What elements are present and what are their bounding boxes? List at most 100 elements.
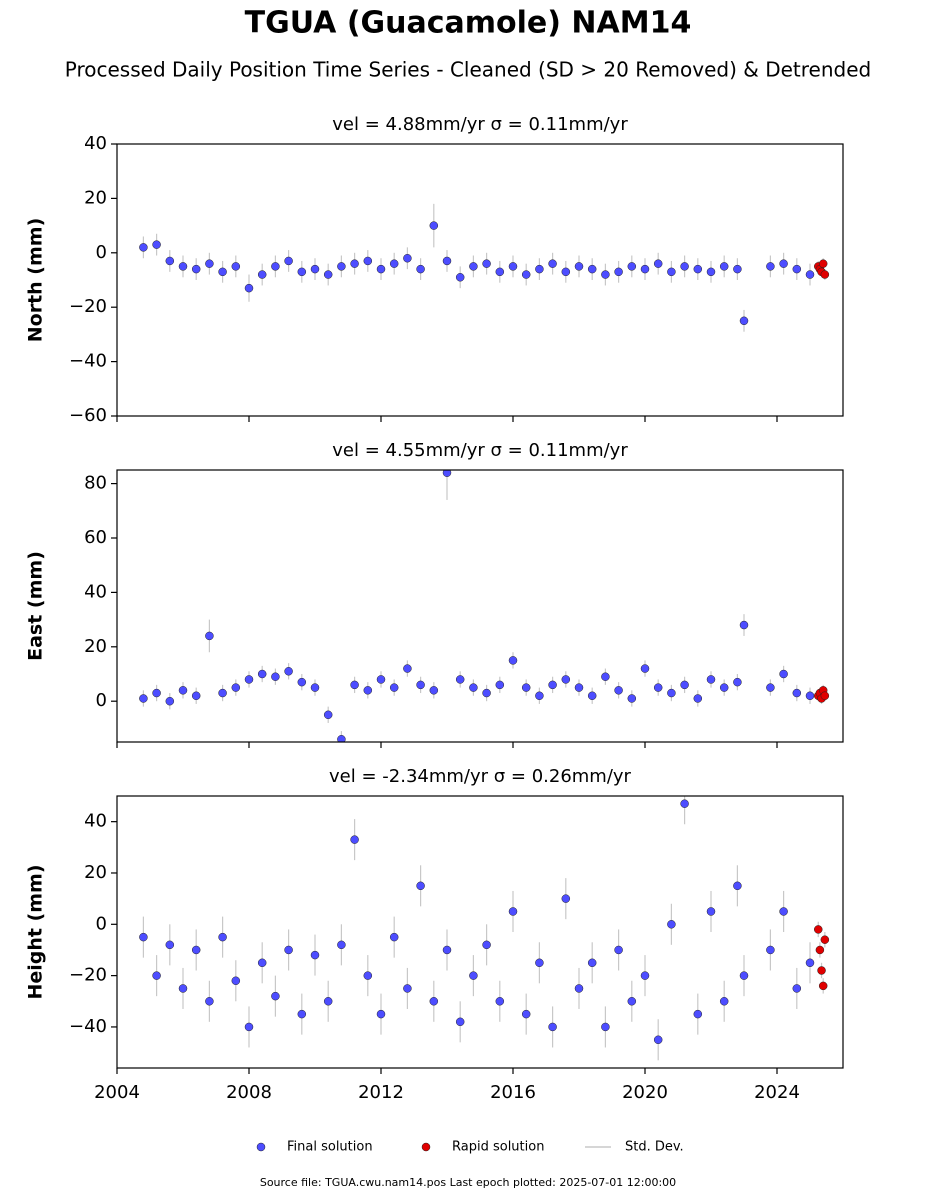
- data-point: [495, 267, 505, 277]
- y-tick-label: 40: [84, 581, 107, 602]
- data-point: [482, 688, 491, 698]
- data-point: [739, 971, 749, 980]
- x-tick-label: 2016: [490, 1082, 536, 1103]
- y-tick-label: 80: [84, 473, 107, 494]
- data-point: [627, 262, 637, 271]
- data-point: [814, 925, 823, 934]
- data-point: [152, 688, 161, 698]
- data-point: [667, 920, 676, 929]
- data-point: [667, 688, 676, 698]
- data-point: [376, 264, 386, 274]
- data-point: [653, 1035, 663, 1045]
- plot-area: [139, 203, 830, 332]
- data-point: [455, 1017, 465, 1027]
- legend-label: Std. Dev.: [625, 1140, 684, 1155]
- data-point: [205, 259, 214, 268]
- y-tick-label: 40: [84, 133, 107, 154]
- y-tick-label: 0: [96, 242, 107, 263]
- data-point: [271, 672, 280, 681]
- data-point: [271, 991, 280, 1001]
- data-point: [574, 262, 584, 271]
- data-point: [231, 683, 241, 692]
- footer: Source file: TGUA.cwu.nam14.pos Last epo…: [260, 1176, 676, 1189]
- data-point: [337, 940, 346, 950]
- y-tick-label: −40: [69, 1016, 107, 1037]
- data-point: [337, 262, 346, 271]
- data-point: [376, 675, 386, 684]
- data-point: [244, 1022, 254, 1032]
- data-point: [165, 696, 175, 706]
- data-point: [601, 270, 610, 279]
- data-point: [363, 256, 373, 266]
- data-point: [442, 256, 452, 266]
- data-point: [766, 683, 775, 692]
- data-point: [548, 1022, 557, 1032]
- data-point: [733, 881, 742, 891]
- y-tick-label: −20: [69, 296, 107, 317]
- data-point: [139, 932, 148, 942]
- data-point: [739, 316, 749, 326]
- y-tick-label: 20: [84, 636, 107, 657]
- data-point: [561, 267, 571, 277]
- data-point: [508, 907, 518, 916]
- data-point: [257, 270, 267, 279]
- data-point: [535, 958, 544, 968]
- axes-frame: [116, 795, 844, 1069]
- y-tick-label: 60: [84, 527, 107, 548]
- data-point: [205, 631, 214, 641]
- plot-area: [139, 796, 830, 1061]
- figure-title: TGUA (Guacamole) NAM14: [245, 6, 692, 41]
- data-point: [792, 984, 802, 993]
- data-point: [587, 264, 597, 274]
- data-point: [323, 270, 333, 279]
- data-point: [521, 270, 531, 279]
- data-point: [310, 264, 320, 274]
- data-point: [601, 672, 610, 681]
- data-point: [706, 675, 716, 684]
- data-point: [363, 971, 373, 980]
- data-point: [442, 470, 452, 477]
- data-point: [178, 686, 188, 695]
- data-point: [667, 267, 676, 277]
- data-point: [191, 691, 201, 701]
- data-point: [805, 691, 815, 701]
- legend-marker: [256, 1142, 266, 1152]
- data-point: [779, 669, 788, 679]
- x-tick-label: 2024: [754, 1082, 800, 1103]
- data-point: [257, 669, 267, 679]
- data-point: [820, 935, 830, 944]
- data-point: [244, 675, 254, 684]
- data-point: [337, 735, 346, 742]
- data-point: [389, 932, 399, 942]
- data-point: [693, 1009, 703, 1019]
- panel-title: vel = 4.55mm/yr σ = 0.11mm/yr: [332, 440, 628, 461]
- data-point: [680, 262, 689, 271]
- data-point: [416, 881, 425, 891]
- data-point: [323, 997, 333, 1006]
- data-point: [191, 264, 201, 274]
- figure-subtitle: Processed Daily Position Time Series - C…: [65, 58, 871, 82]
- data-point: [429, 686, 439, 695]
- legend-label: Final solution: [287, 1140, 373, 1155]
- data-point: [640, 971, 650, 980]
- y-tick-label: 20: [84, 862, 107, 883]
- data-point: [614, 267, 623, 277]
- data-point: [535, 264, 544, 274]
- y-tick-label: 40: [84, 811, 107, 832]
- data-point: [271, 262, 280, 271]
- data-point: [574, 683, 584, 692]
- y-axis-label: North (mm): [25, 218, 47, 343]
- data-point: [548, 259, 557, 268]
- panel-title: vel = -2.34mm/yr σ = 0.26mm/yr: [329, 766, 632, 787]
- data-point: [817, 966, 826, 975]
- data-point: [350, 835, 359, 844]
- data-point: [653, 259, 663, 268]
- x-tick-label: 2008: [226, 1082, 272, 1103]
- panel-title: vel = 4.88mm/yr σ = 0.11mm/yr: [332, 114, 628, 135]
- y-axis-label: Height (mm): [25, 864, 47, 999]
- data-point: [363, 686, 373, 695]
- x-tick-label: 2012: [358, 1082, 404, 1103]
- data-point: [429, 221, 439, 230]
- data-point: [739, 620, 749, 630]
- data-point: [389, 683, 399, 692]
